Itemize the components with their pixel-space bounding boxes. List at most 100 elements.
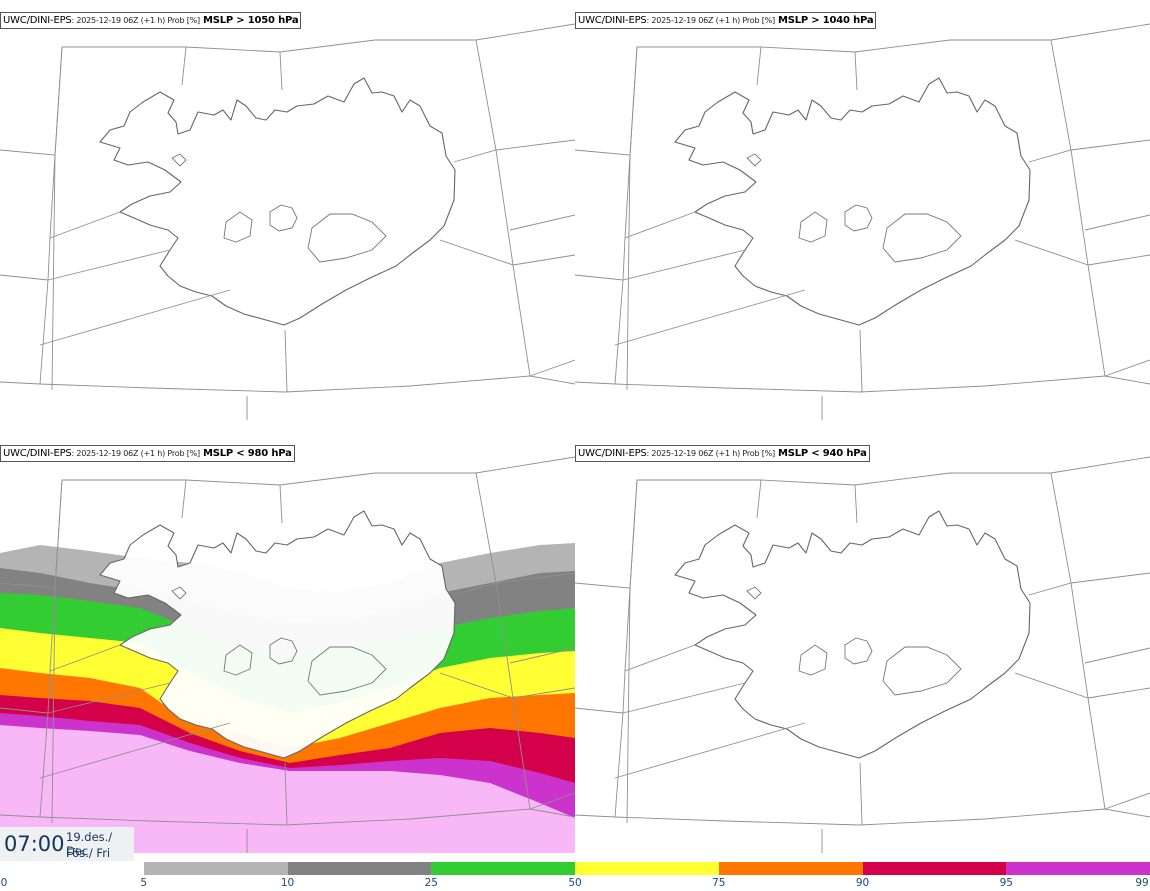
glacier-outline [269, 637, 298, 665]
grid-line [475, 39, 531, 377]
grid-line [509, 647, 575, 664]
grid-line [279, 484, 283, 524]
grid-line [49, 644, 121, 672]
grid-line [575, 582, 631, 824]
colorbar-segment [862, 862, 1007, 875]
grid-line [622, 682, 746, 714]
coastline [99, 510, 456, 759]
grid-line [529, 359, 575, 377]
panel-title: UWC/DINI-EPS: 2025-12-19 06Z (+1 h) Prob… [575, 445, 870, 462]
glacier-outline [171, 153, 187, 167]
panel-title: UWC/DINI-EPS: 2025-12-19 06Z (+1 h) Prob… [0, 445, 295, 462]
colorbar-segment [718, 862, 863, 875]
grid-line [575, 808, 1150, 826]
colorbar-tick-label: 75 [712, 877, 726, 889]
grid-line [614, 154, 631, 385]
glacier-outline [223, 644, 253, 676]
run-info: : 2025-12-19 06Z (+1 h) Prob [%] [646, 16, 776, 25]
grid-line [49, 211, 121, 239]
colorbar-tick-label: 5 [140, 877, 148, 889]
grid-line [1104, 792, 1150, 810]
grid-line [575, 707, 624, 714]
map-canvas [575, 456, 1150, 853]
map-panel-mslp-lt-980: UWC/DINI-EPS: 2025-12-19 06Z (+1 h) Prob… [0, 433, 575, 866]
glacier-outline [798, 644, 828, 676]
grid-line [622, 249, 746, 281]
glacier-outline [171, 586, 187, 600]
glacier-outline [269, 204, 298, 232]
model-label: UWC/DINI-EPS [3, 448, 72, 459]
map-panel-mslp-gt-1040: UWC/DINI-EPS: 2025-12-19 06Z (+1 h) Prob… [575, 0, 1150, 433]
grid-line [453, 139, 575, 163]
grid-line [39, 722, 231, 779]
grid-line [629, 23, 1150, 156]
grid-line [629, 456, 1150, 589]
grid-line [1084, 647, 1150, 664]
grid-line [1050, 472, 1106, 810]
grid-line [54, 23, 575, 156]
grid-line [512, 687, 575, 699]
coastline [99, 77, 456, 326]
colorbar-segment [431, 862, 575, 875]
map-canvas [0, 456, 575, 853]
colorbar-tick-label: 95 [999, 877, 1013, 889]
colorbar-tick-label: 0 [0, 877, 8, 889]
grid-line [0, 274, 49, 281]
model-label: UWC/DINI-EPS [578, 448, 647, 459]
grid-line [854, 51, 858, 91]
grid-line [1014, 672, 1089, 699]
grid-line [756, 46, 762, 86]
map-panel-mslp-lt-940: UWC/DINI-EPS: 2025-12-19 06Z (+1 h) Prob… [575, 433, 1150, 866]
grid-line [475, 472, 531, 810]
map-canvas [0, 23, 575, 420]
probability-colorbar: 0 5 10 25 50 75 90 95 99 [0, 862, 1150, 891]
run-info: : 2025-12-19 06Z (+1 h) Prob [%] [71, 449, 201, 458]
grid-line [629, 46, 638, 156]
panel-title: UWC/DINI-EPS: 2025-12-19 06Z (+1 h) Prob… [575, 12, 877, 29]
glacier-outline [882, 646, 962, 696]
glacier-outline [844, 204, 873, 232]
colorbar-tick-label: 90 [855, 877, 870, 889]
colorbar-tick-label: 10 [280, 877, 295, 889]
valid-date-label: 19.des./ Dec [66, 830, 113, 858]
grid-line [624, 211, 696, 239]
model-label: UWC/DINI-EPS [578, 15, 647, 26]
glacier-outline [746, 153, 762, 167]
colorbar-segment [143, 862, 288, 875]
colorbar-segment [287, 862, 432, 875]
grid-line [624, 644, 696, 672]
grid-line [529, 792, 575, 810]
grid-line [614, 722, 806, 779]
colorbar-tick-label: 50 [568, 877, 582, 889]
glacier-outline [798, 211, 828, 243]
glacier-outline [746, 586, 762, 600]
grid-line [859, 329, 863, 393]
field-label: MSLP < 980 hPa [202, 448, 292, 459]
grid-line [279, 51, 283, 91]
grid-line [47, 682, 171, 714]
grid-line [1050, 39, 1106, 377]
land-mask [100, 511, 455, 758]
field-label: MSLP > 1050 hPa [202, 15, 299, 26]
glacier-outline [844, 637, 873, 665]
grid-line [0, 375, 575, 393]
grid-line [509, 214, 575, 231]
grid-line [1014, 239, 1089, 266]
valid-time-box: 07:00 19.des./ Dec Fös./ Fri [0, 827, 134, 861]
grid-line [453, 572, 575, 596]
glacier-outline [882, 213, 962, 263]
grid-line [0, 707, 49, 714]
colorbar-segment [1006, 862, 1150, 875]
colorbar-tick-label: 25 [424, 877, 438, 889]
glacier-outline [307, 646, 387, 696]
run-info: : 2025-12-19 06Z (+1 h) Prob [%] [71, 16, 201, 25]
grid-line [859, 762, 863, 826]
colorbar-segment [575, 862, 719, 875]
grid-line [1087, 687, 1150, 699]
grid-line [1028, 572, 1150, 596]
grid-line [54, 479, 63, 589]
valid-time-clock: 07:00 [4, 832, 65, 856]
grid-line [575, 274, 624, 281]
grid-line [1087, 254, 1150, 266]
model-label: UWC/DINI-EPS [3, 15, 72, 26]
